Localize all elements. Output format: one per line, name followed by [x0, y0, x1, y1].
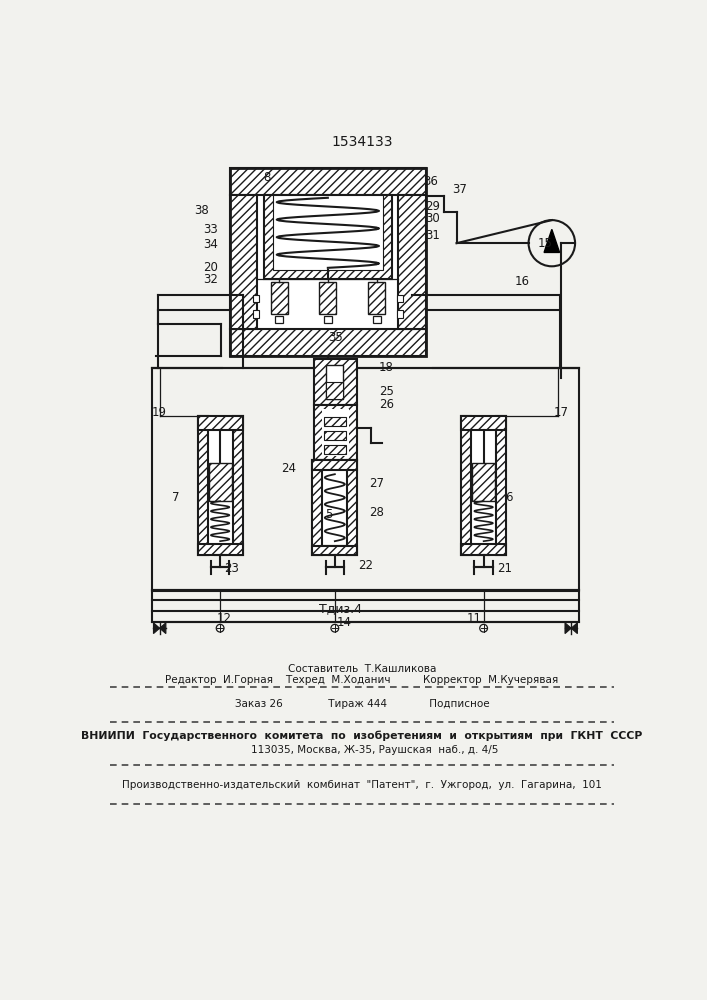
- Text: 38: 38: [194, 204, 209, 217]
- Text: 35: 35: [329, 331, 344, 344]
- Bar: [368, 282, 385, 314]
- Text: 20: 20: [203, 261, 218, 274]
- Bar: [461, 416, 506, 430]
- Bar: [347, 460, 357, 555]
- Text: 26: 26: [379, 398, 394, 411]
- Bar: [209, 463, 232, 501]
- Bar: [198, 416, 243, 430]
- Bar: [273, 195, 383, 270]
- Bar: [230, 168, 426, 195]
- Bar: [271, 282, 288, 314]
- Text: 15: 15: [538, 237, 553, 250]
- Bar: [397, 310, 403, 318]
- Text: 29: 29: [426, 200, 440, 213]
- Bar: [327, 365, 344, 399]
- Bar: [472, 430, 496, 544]
- Bar: [233, 416, 243, 555]
- Polygon shape: [153, 623, 160, 634]
- Bar: [320, 282, 337, 314]
- Bar: [461, 416, 472, 555]
- Polygon shape: [160, 623, 166, 634]
- Text: 25: 25: [379, 385, 394, 398]
- Text: Заказ 26              Тираж 444             Подписное: Заказ 26 Тираж 444 Подписное: [235, 699, 489, 709]
- Bar: [198, 544, 243, 555]
- Text: 6: 6: [506, 491, 513, 504]
- Text: Редактор  И.Горная    Техред  М.Ходанич          Корректор  М.Кучерявая: Редактор И.Горная Техред М.Ходанич Корре…: [165, 675, 559, 685]
- Polygon shape: [565, 623, 571, 634]
- Bar: [198, 416, 208, 555]
- Bar: [257, 195, 398, 329]
- Text: 31: 31: [426, 229, 440, 242]
- Polygon shape: [571, 623, 578, 634]
- Bar: [314, 405, 356, 460]
- Bar: [252, 295, 259, 302]
- Bar: [324, 316, 332, 323]
- Bar: [230, 168, 426, 356]
- Bar: [324, 445, 346, 454]
- Text: 12: 12: [216, 612, 231, 625]
- Text: 16: 16: [515, 275, 530, 288]
- Bar: [252, 310, 259, 318]
- Bar: [373, 316, 380, 323]
- Bar: [264, 195, 392, 279]
- Text: 18: 18: [379, 361, 394, 374]
- Text: 19: 19: [152, 406, 167, 419]
- Text: 21: 21: [498, 562, 513, 575]
- Bar: [324, 417, 346, 426]
- Bar: [312, 546, 357, 555]
- Text: 5: 5: [325, 508, 332, 521]
- Text: 14: 14: [337, 616, 351, 629]
- Text: 22: 22: [358, 559, 373, 572]
- Text: 24: 24: [281, 462, 296, 475]
- Text: 1534133: 1534133: [331, 135, 392, 149]
- Bar: [461, 544, 506, 555]
- Bar: [496, 416, 506, 555]
- Bar: [472, 463, 495, 501]
- Text: 113035, Москва, Ж-35, Раушская  наб., д. 4/5: 113035, Москва, Ж-35, Раушская наб., д. …: [226, 745, 498, 755]
- Bar: [152, 368, 579, 591]
- Bar: [208, 430, 233, 544]
- Text: Составитель  Т.Кашликова: Составитель Т.Кашликова: [288, 664, 436, 674]
- Text: Производственно-издательский  комбинат  "Патент",  г.  Ужгород,  ул.  Гагарина, : Производственно-издательский комбинат "П…: [122, 780, 602, 790]
- Text: 36: 36: [423, 175, 438, 188]
- Bar: [322, 409, 349, 456]
- Text: 28: 28: [369, 506, 384, 519]
- Bar: [230, 195, 257, 329]
- Bar: [322, 470, 347, 544]
- Polygon shape: [544, 229, 559, 252]
- Text: 8: 8: [263, 171, 270, 184]
- Bar: [397, 295, 403, 302]
- Bar: [324, 431, 346, 440]
- Bar: [327, 382, 344, 399]
- Text: 11: 11: [467, 612, 481, 625]
- Text: 37: 37: [452, 183, 467, 196]
- Text: 23: 23: [224, 562, 239, 575]
- Bar: [152, 590, 579, 622]
- Bar: [312, 460, 357, 470]
- Text: 30: 30: [426, 212, 440, 225]
- Text: Τдиз.4: Τдиз.4: [320, 602, 362, 615]
- Text: ВНИИПИ  Государственного  комитета  по  изобретениям  и  открытиям  при  ГКНТ  С: ВНИИПИ Государственного комитета по изоб…: [81, 731, 643, 741]
- Bar: [314, 359, 356, 405]
- Bar: [398, 195, 426, 329]
- Bar: [230, 329, 426, 356]
- Bar: [312, 460, 322, 555]
- Text: 34: 34: [203, 238, 218, 251]
- Text: 17: 17: [554, 406, 568, 419]
- Text: 27: 27: [369, 477, 384, 490]
- Text: 33: 33: [203, 223, 218, 236]
- Text: 7: 7: [172, 491, 180, 504]
- Text: 32: 32: [203, 273, 218, 286]
- Bar: [275, 316, 283, 323]
